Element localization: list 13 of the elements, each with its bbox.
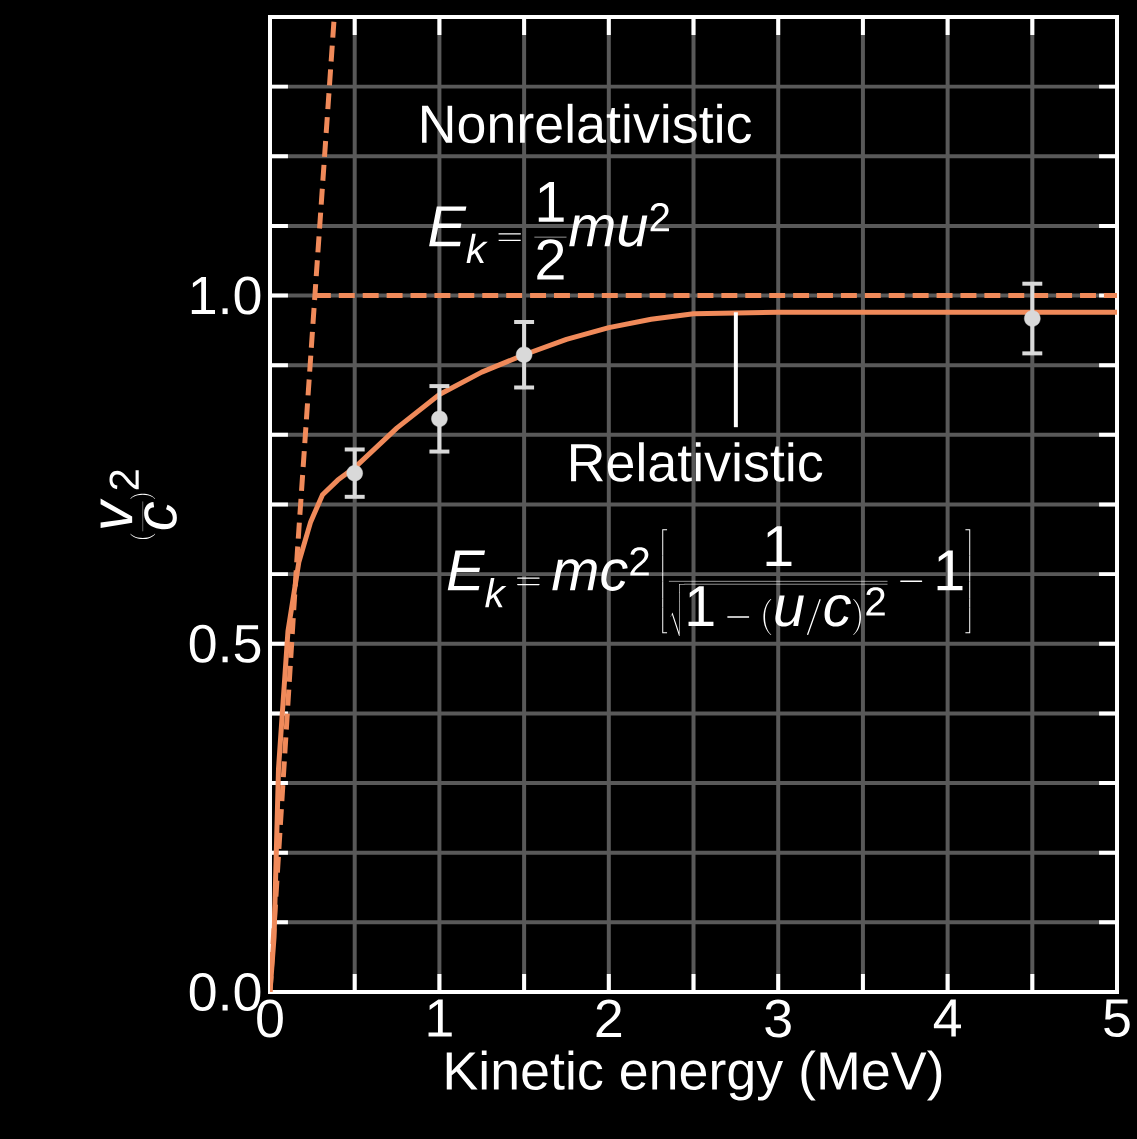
annotation: $E_k = \frac{1}{2}mu^2$ [429, 182, 669, 280]
x-axis-title: Kinetic energy (MeV) [446, 1050, 942, 1101]
y-tick-label: 0.5 [189, 624, 261, 663]
annotation: Relativistic [571, 442, 823, 482]
y-tick-label: 1.0 [191, 276, 261, 315]
x-tick-label: 2 [596, 999, 622, 1038]
annotation: $E_k = mc^2\left[\frac{1}{\sqrt{1-(u/c)^2}}-1\right]$ [447, 526, 971, 636]
x-tick-label: 3 [765, 999, 791, 1038]
annotation: Nonrelativistic [422, 103, 752, 144]
x-tick-label: 5 [1104, 999, 1130, 1038]
y-axis-title: $\Bigl(\frac{v}{c}\Bigr)^{2}$ [100, 470, 177, 540]
x-tick-label: 1 [428, 999, 452, 1037]
x-tick-label: 4 [933, 999, 961, 1037]
